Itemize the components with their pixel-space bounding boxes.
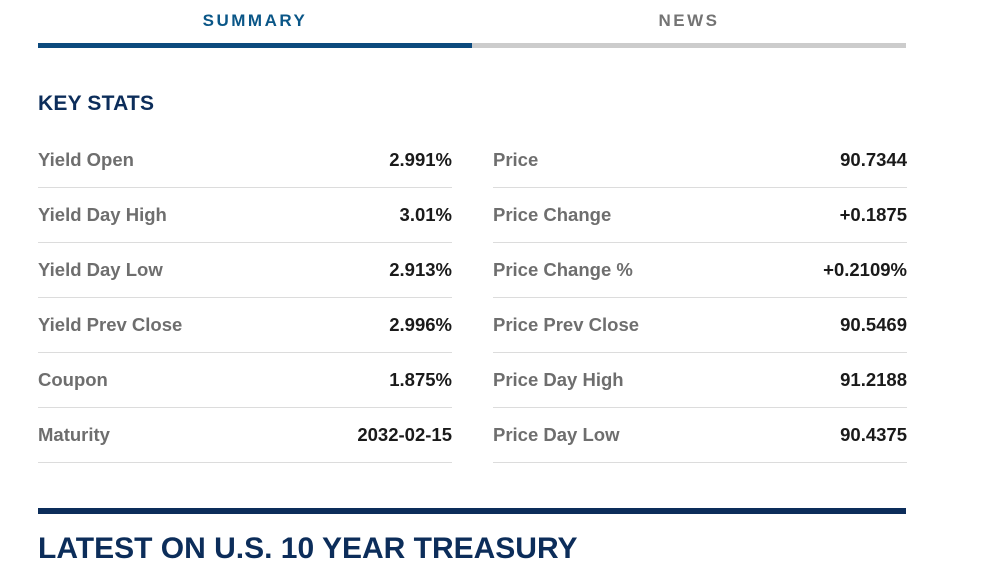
stat-label: Price Day Low xyxy=(493,424,620,445)
stat-row-yield-open: Yield Open 2.991% xyxy=(38,133,452,188)
stat-value: 2.996% xyxy=(389,314,452,335)
stat-value: 90.7344 xyxy=(840,149,907,170)
stat-row-maturity: Maturity 2032-02-15 xyxy=(38,408,452,463)
stat-value: 3.01% xyxy=(399,204,452,225)
stat-label: Yield Prev Close xyxy=(38,314,183,335)
stat-label: Price Day High xyxy=(493,369,624,390)
stat-label: Yield Day Low xyxy=(38,259,163,280)
stat-label: Price xyxy=(493,149,539,170)
stat-label: Yield Day High xyxy=(38,204,167,225)
stat-value: +0.1875 xyxy=(839,204,907,225)
stat-row-coupon: Coupon 1.875% xyxy=(38,353,452,408)
stat-label: Price Change xyxy=(493,204,612,225)
tab-summary[interactable]: SUMMARY xyxy=(38,0,472,48)
stat-value: +0.2109% xyxy=(823,259,907,280)
key-stats-title: KEY STATS xyxy=(38,92,155,115)
key-stats-yield-column: Yield Open 2.991% Yield Day High 3.01% Y… xyxy=(38,133,452,463)
tab-news[interactable]: NEWS xyxy=(472,0,906,48)
stat-value: 90.4375 xyxy=(840,424,907,445)
stat-label: Price Change % xyxy=(493,259,633,280)
stat-label: Maturity xyxy=(38,424,110,445)
stat-row-yield-day-low: Yield Day Low 2.913% xyxy=(38,243,452,298)
stat-row-price-day-high: Price Day High 91.2188 xyxy=(493,353,907,408)
stat-label: Price Prev Close xyxy=(493,314,640,335)
stat-row-price-change-percent: Price Change % +0.2109% xyxy=(493,243,907,298)
stat-value: 2.991% xyxy=(389,149,452,170)
latest-section-divider xyxy=(38,508,906,514)
stat-label: Coupon xyxy=(38,369,108,390)
latest-section-title: LATEST ON U.S. 10 YEAR TREASURY xyxy=(38,532,578,565)
stat-row-price-prev-close: Price Prev Close 90.5469 xyxy=(493,298,907,353)
stat-row-yield-prev-close: Yield Prev Close 2.996% xyxy=(38,298,452,353)
key-stats-price-column: Price 90.7344 Price Change +0.1875 Price… xyxy=(493,133,907,463)
stat-value: 2032-02-15 xyxy=(357,424,452,445)
tab-bar: SUMMARY NEWS xyxy=(38,0,906,48)
stat-row-price: Price 90.7344 xyxy=(493,133,907,188)
stat-value: 1.875% xyxy=(389,369,452,390)
stat-row-price-day-low: Price Day Low 90.4375 xyxy=(493,408,907,463)
stat-row-price-change: Price Change +0.1875 xyxy=(493,188,907,243)
stat-value: 2.913% xyxy=(389,259,452,280)
stat-value: 90.5469 xyxy=(840,314,907,335)
stat-row-yield-day-high: Yield Day High 3.01% xyxy=(38,188,452,243)
stat-label: Yield Open xyxy=(38,149,134,170)
stat-value: 91.2188 xyxy=(840,369,907,390)
